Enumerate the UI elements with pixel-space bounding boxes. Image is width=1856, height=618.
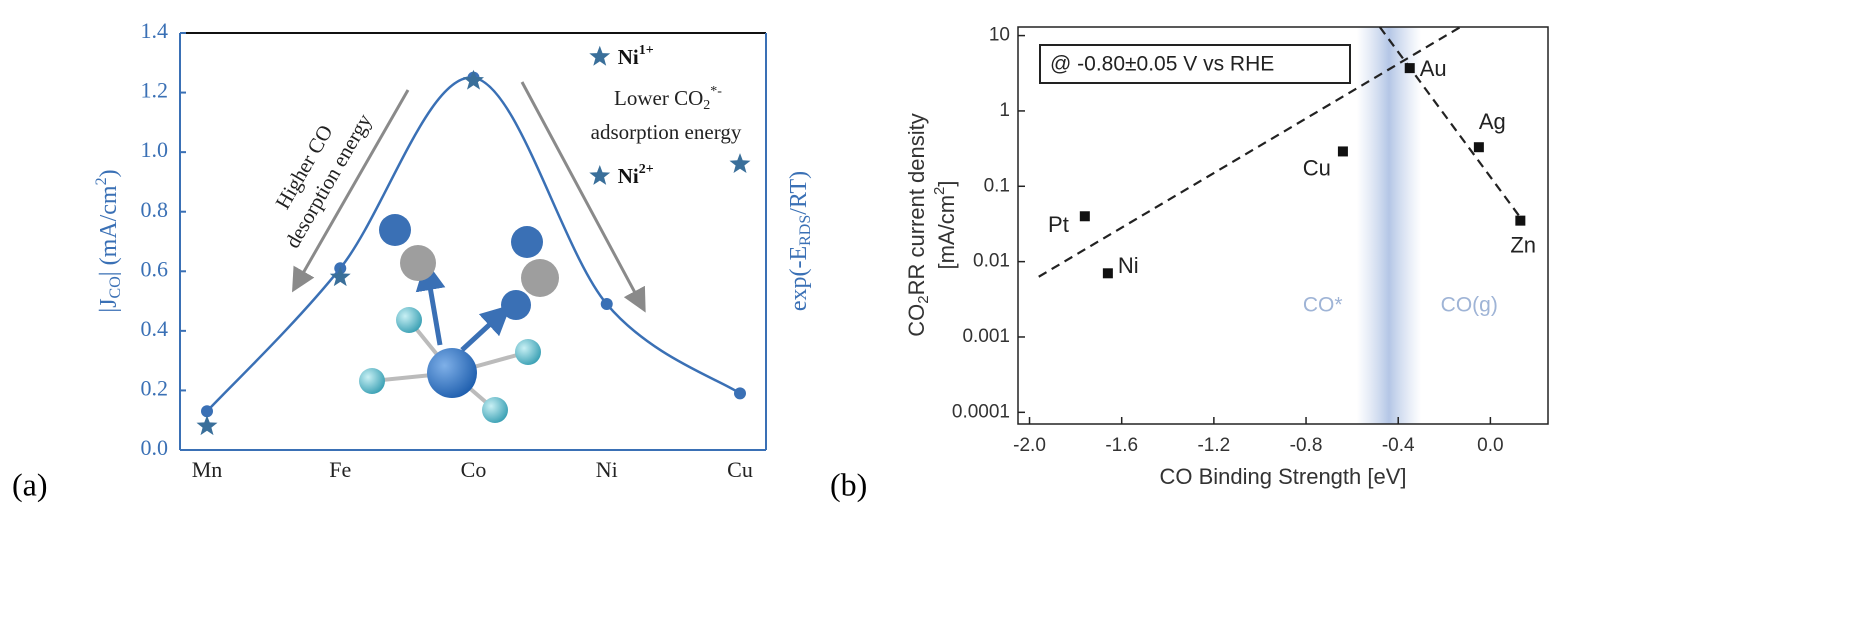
point-label: Ni2+ [618,162,654,188]
y-label-part: 2 [915,295,932,303]
shaded-band [1356,27,1422,424]
point-label: Ag [1479,109,1506,134]
y-label-part: 2 [931,187,948,195]
y-label-part: ] [934,180,959,186]
point [1515,215,1526,226]
panel-label: (b) [830,466,867,502]
y-tick-label: 0.01 [973,251,1010,272]
point [600,298,613,311]
y-tick-label: 10 [989,25,1010,46]
y-tick-label: 1.4 [141,18,169,43]
x-tick-label: -0.4 [1382,435,1415,456]
y-label-part: ) [96,169,122,177]
point-label-part: 1+ [639,43,654,58]
annotation-part: 2 [703,98,710,113]
y-tick-label: 0.4 [141,316,169,341]
y-tick-label: 0.1 [984,175,1010,196]
point-label-part: Ni [618,45,639,69]
y-label-part: [mA/cm [934,195,959,270]
y2-label-part: exp(-E [786,246,812,311]
y-tick-label: 1 [999,100,1010,121]
x-tick-label: -1.6 [1105,435,1138,456]
y-tick-label: 0.001 [962,326,1010,347]
illustration [292,81,646,423]
x-tick-label: 0.0 [1477,435,1503,456]
point-label: Au [1420,56,1447,81]
y-axis-label: [mA/cm2] [931,180,959,269]
y-tick-label: 0.2 [141,375,169,400]
region-label: CO* [1303,294,1343,317]
x-tick-label: -2.0 [1013,435,1046,456]
star [589,45,611,66]
y2-label-part: RDS [797,215,814,246]
point-label-part: Ni [618,164,639,188]
panel-a: 0.00.20.40.60.81.01.21.4Mn Fe Co Ni CuNi1+Ni… [141,18,767,482]
panel-label: (a) [12,466,48,502]
x-tick-label: -0.8 [1290,435,1323,456]
y-tick-label: 1.2 [141,78,169,103]
star [729,153,751,173]
point-label: Pt [1048,212,1069,237]
y2-label-part: /RT) [786,171,812,215]
x-tick-label: Ni [596,457,618,482]
point-label: Ni1+ [618,43,654,69]
y-label-part: CO [107,276,124,298]
y-tick-label: 0.0 [141,435,169,460]
region-label: CO(g) [1441,294,1498,317]
condition-label: @ -0.80±0.05 V vs RHE [1050,53,1274,76]
y-tick-label: 0.0001 [952,401,1010,422]
point [1404,63,1415,74]
point [1473,142,1484,153]
point-label: Ni [1118,253,1139,278]
point-label: Zn [1510,232,1536,257]
y-label-part: |J [96,298,122,312]
x-tick-label: Co [461,457,487,482]
y-label-part: CO [904,304,929,337]
y2-axis-label: exp(-ERDS/RT) [786,171,814,311]
point-label-part: 2+ [639,162,654,177]
condition-box [1039,44,1351,84]
point [201,405,213,418]
point [1102,268,1113,279]
star [463,69,484,90]
point [734,387,746,400]
y-label-part: 2 [93,177,110,185]
plot-frame [1017,26,1549,425]
y-axis-label: CO2RR current density [904,113,932,337]
y-axis-label: |JCO| (mA/cm2) [93,169,124,312]
annotation-part: Lower CO [614,86,703,110]
star [589,165,611,185]
y-tick-label: 0.8 [141,197,169,222]
star [329,266,351,287]
panel-b: CO* CO(g) 0.0001 0.001 0.01 0.1 1 10 -2.0 -1.6 -1.… [952,25,1549,456]
x-tick-label: -1.2 [1197,435,1230,456]
y-tick-label: 0.6 [141,256,169,281]
x-tick-label: Fe [329,457,351,482]
point [1337,146,1348,157]
y-tick-label: 1.0 [141,137,169,162]
annotation: Lower CO2*- [614,84,722,113]
y-label-part: RR current density [904,113,929,295]
x-tick-label: Cu [727,457,753,482]
annotation-part: *- [710,84,722,99]
y-label-part: | (mA/cm [96,185,122,276]
point-label: Cu [1303,155,1331,180]
star [196,415,218,436]
annotation: adsorption energy [591,120,742,144]
fit-line [1378,27,1524,222]
x-axis-label: CO Binding Strength [eV] [1159,464,1406,489]
fit-line [1038,27,1461,278]
x-tick-label: Mn [192,457,223,482]
point [1079,211,1090,222]
